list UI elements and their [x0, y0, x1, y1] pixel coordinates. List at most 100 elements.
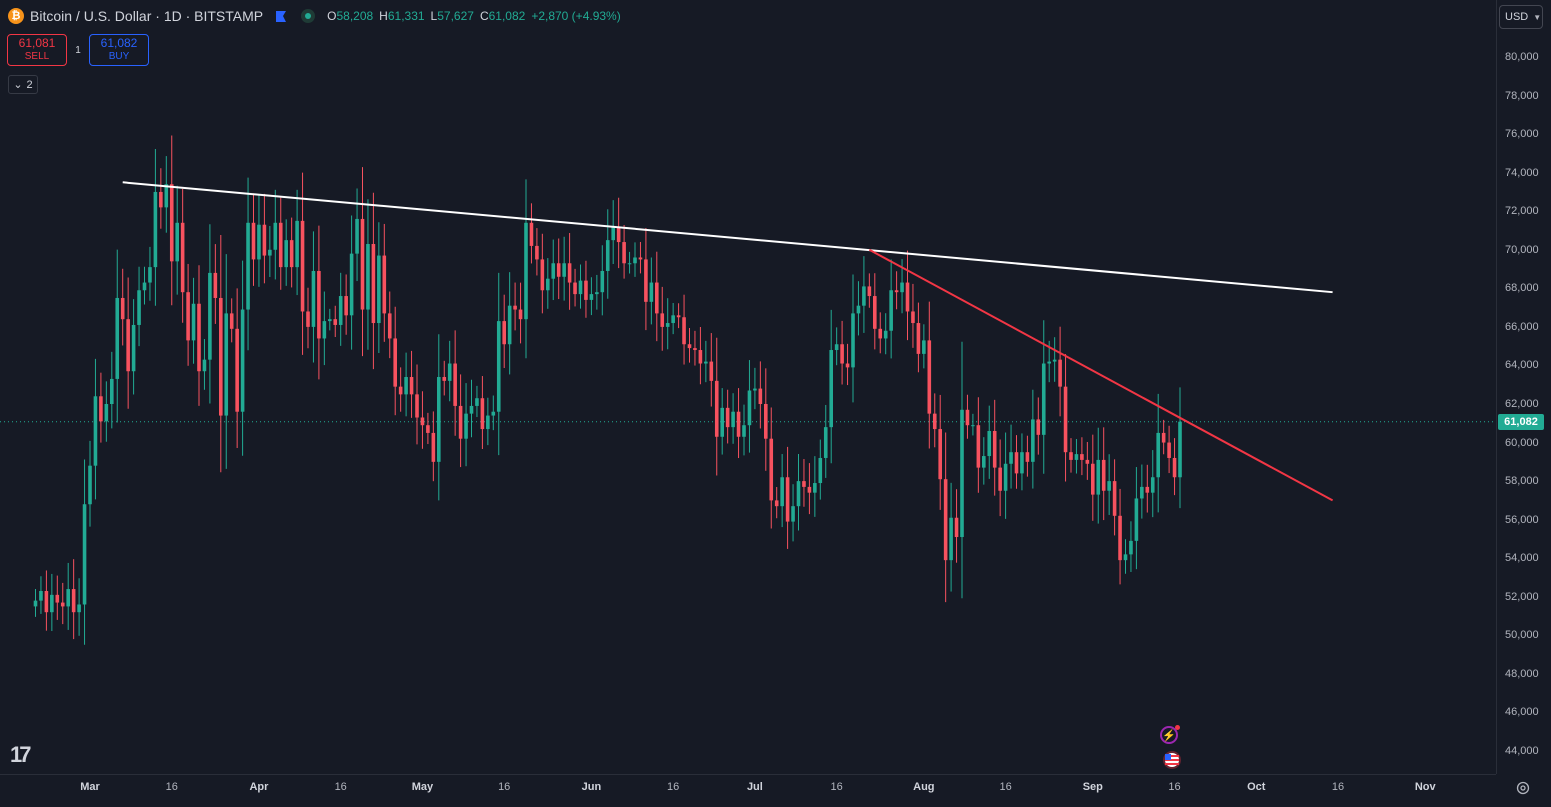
candle-body: [720, 407, 724, 437]
candle-body: [437, 377, 441, 462]
candle-body: [44, 590, 49, 613]
candle-body: [889, 290, 893, 331]
candle-body: [998, 467, 1002, 491]
candle-body: [1036, 419, 1041, 435]
price-tick-label: 44,000: [1505, 745, 1539, 757]
candle-body: [197, 303, 201, 372]
tradingview-logo[interactable]: 17: [10, 742, 32, 767]
trendline-upper[interactable]: [122, 181, 1333, 294]
time-tick-label: 16: [498, 781, 511, 793]
candle-body: [704, 361, 708, 364]
candle-body: [486, 415, 490, 430]
indicators-toggle-button[interactable]: ⌄ 2: [8, 75, 38, 94]
price-scale[interactable]: 80,000 78,000 76,000 74,000 72,000 70,000 68,0…: [1496, 0, 1551, 774]
trendline-lower[interactable]: [868, 248, 1334, 502]
candle-body: [769, 438, 774, 501]
candle-body: [398, 386, 403, 395]
candle-body: [311, 270, 316, 327]
candle-body: [949, 517, 953, 561]
candle-body: [1112, 481, 1117, 516]
candle-body: [1118, 515, 1122, 561]
candle-body: [1134, 498, 1139, 541]
candle-body: [257, 224, 261, 260]
candle-body: [333, 319, 338, 325]
time-tick-label: 16: [165, 781, 178, 793]
change-value: +2,870 (+4.93%): [531, 9, 621, 23]
candle-body: [246, 222, 250, 310]
candle-body: [1085, 459, 1090, 464]
time-tick-label: Mar: [80, 781, 100, 793]
candle-body: [774, 500, 779, 507]
currency-selector[interactable]: USD ▼: [1499, 5, 1543, 29]
candle-body: [420, 417, 425, 426]
flash-icon[interactable]: ⚡: [1160, 725, 1180, 744]
candle-body: [938, 429, 942, 480]
candle-body: [415, 394, 419, 418]
candle-body: [306, 311, 310, 327]
candle-body: [1041, 363, 1046, 435]
candle-body: [202, 359, 207, 372]
buy-button[interactable]: 61,082 BUY: [89, 34, 149, 66]
market-open-icon[interactable]: [301, 9, 316, 23]
candle-body: [453, 363, 457, 406]
time-tick-label: May: [411, 781, 434, 793]
candle-body: [77, 604, 81, 613]
candle-body: [758, 388, 763, 404]
candle-body: [894, 290, 899, 293]
candle-body: [878, 328, 883, 339]
candle-body: [393, 338, 397, 387]
candle-body: [840, 344, 844, 364]
us-flag-event-icon[interactable]: [1160, 750, 1184, 770]
candle-body: [1107, 481, 1111, 491]
candle-body: [916, 323, 921, 354]
price-tick-label: 72,000: [1505, 205, 1539, 218]
candle-body: [447, 363, 452, 381]
candle-body: [268, 249, 272, 256]
candle-body: [965, 409, 970, 426]
candle-body: [224, 313, 229, 416]
time-scale[interactable]: Mar 16 Apr 16 May 16 Jun 16 Jul 16 Aug 16 Sep 16 Oct 16…: [0, 774, 1496, 807]
candle-body: [99, 396, 103, 422]
candle-body: [573, 282, 577, 295]
candle-body: [262, 224, 267, 256]
candle-body: [742, 425, 746, 437]
time-tick-label: Jul: [746, 781, 763, 793]
candle-body: [1167, 442, 1171, 458]
flag-icon[interactable]: [275, 10, 287, 22]
close-key: C: [479, 9, 489, 23]
candle-body: [366, 243, 370, 310]
candlestick-chart[interactable]: [0, 0, 1496, 774]
time-tick-label: Aug: [913, 781, 935, 793]
candle-body: [660, 313, 665, 327]
candle-body: [180, 222, 185, 293]
candle-body: [104, 404, 109, 422]
price-tick-label: 66,000: [1505, 320, 1539, 333]
candle-body: [616, 226, 621, 243]
candle-body: [137, 290, 141, 325]
symbol-title[interactable]: Bitcoin / U.S. Dollar · 1D · BITSTAMP: [30, 8, 264, 24]
candle-body: [1058, 359, 1062, 387]
candle-body: [387, 313, 392, 339]
time-tick-label: Oct: [1247, 781, 1266, 793]
gear-icon[interactable]: [1515, 780, 1531, 796]
candle-body: [175, 222, 179, 262]
candle-body: [382, 255, 387, 314]
candle-body: [655, 282, 659, 314]
candles-group: [33, 135, 1182, 645]
candle-body: [785, 477, 790, 522]
candle-body: [813, 483, 817, 493]
candle-body: [322, 321, 327, 339]
candle-body: [60, 602, 65, 607]
time-tick-label: 16: [1168, 781, 1181, 793]
sell-button[interactable]: 61,081 SELL: [7, 34, 67, 66]
candle-body: [638, 257, 643, 260]
candle-body: [289, 240, 294, 268]
candle-body: [649, 282, 654, 302]
candle-body: [791, 506, 795, 522]
high-value: 61,331: [387, 9, 425, 23]
candle-body: [605, 240, 610, 271]
candle-body: [867, 286, 872, 297]
candle-body: [911, 311, 915, 324]
candle-body: [851, 313, 855, 368]
chart-pane[interactable]: [0, 0, 1496, 774]
